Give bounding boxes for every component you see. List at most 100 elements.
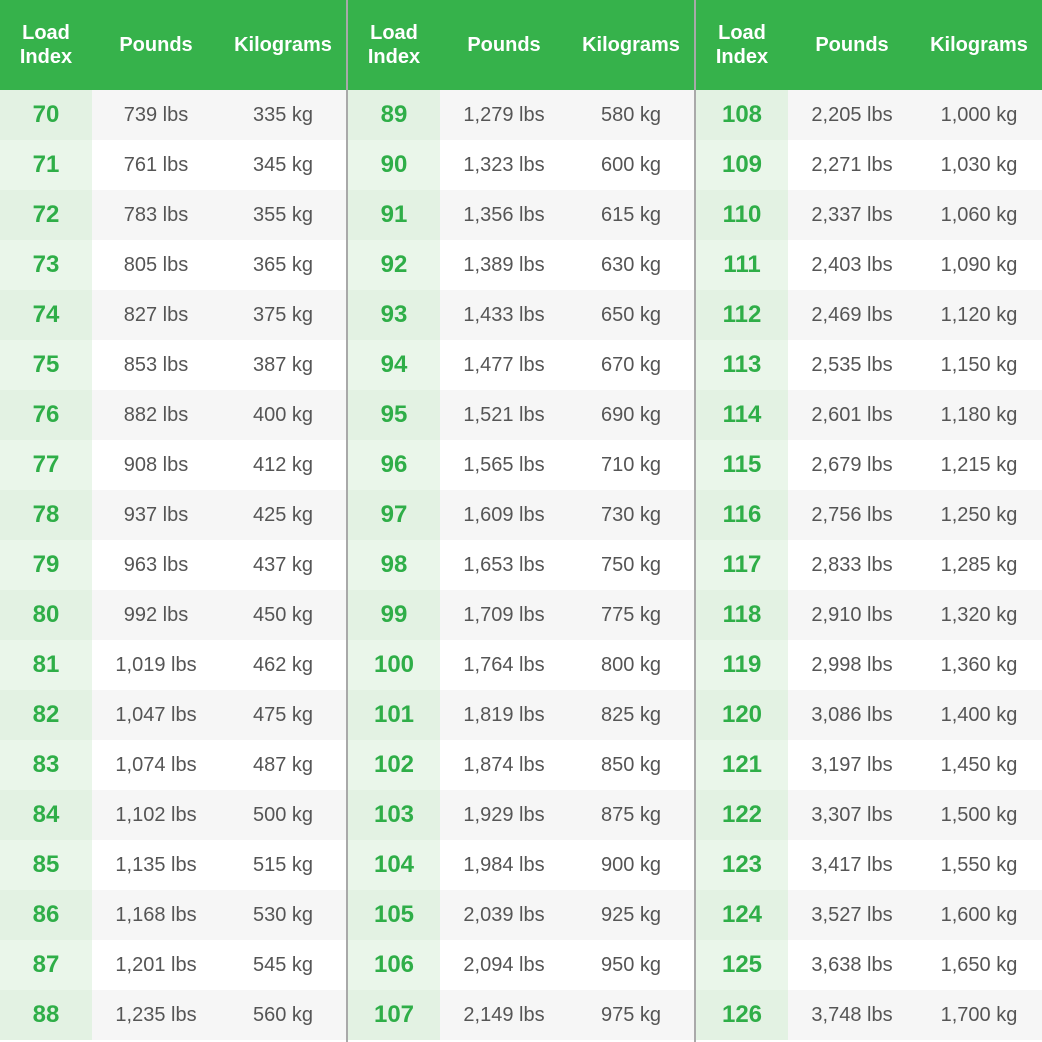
- kilograms: 425 kg: [252, 503, 314, 526]
- kilograms: 1,320 kg: [940, 603, 1018, 626]
- pounds: 1,653 lbs: [463, 553, 545, 576]
- table-row: 80 992 lbs 450 kg: [0, 590, 346, 640]
- kilograms: 560 kg: [252, 1003, 314, 1026]
- pounds: 1,201 lbs: [115, 953, 197, 976]
- kilograms: 1,285 kg: [940, 553, 1018, 576]
- kilograms: 530 kg: [252, 903, 314, 926]
- load-index: 72: [0, 190, 92, 240]
- kilograms: 475 kg: [252, 703, 314, 726]
- load-index: 91: [348, 190, 440, 240]
- pounds: 3,417 lbs: [811, 853, 893, 876]
- pounds: 827 lbs: [123, 303, 189, 326]
- load-index: 75: [0, 340, 92, 390]
- header-cell: Pounds: [788, 0, 916, 90]
- load-index: 94: [348, 340, 440, 390]
- kilograms: 615 kg: [600, 203, 662, 226]
- kilograms: 710 kg: [600, 453, 662, 476]
- load-index: 109: [696, 140, 788, 190]
- table-row: 74 827 lbs 375 kg: [0, 290, 346, 340]
- load-index: 93: [348, 290, 440, 340]
- load-index: 126: [696, 990, 788, 1040]
- kilograms: 690 kg: [600, 403, 662, 426]
- load-index: 120: [696, 690, 788, 740]
- table-row: 121 3,197 lbs 1,450 kg: [696, 740, 1042, 790]
- table-row: 96 1,565 lbs 710 kg: [348, 440, 694, 490]
- header-text: Load Index: [367, 22, 421, 68]
- pounds: 1,929 lbs: [463, 803, 545, 826]
- pounds: 882 lbs: [123, 403, 189, 426]
- kilograms: 1,000 kg: [940, 103, 1018, 126]
- table-row: 110 2,337 lbs 1,060 kg: [696, 190, 1042, 240]
- load-index: 104: [348, 840, 440, 890]
- load-index: 74: [0, 290, 92, 340]
- pounds: 3,307 lbs: [811, 803, 893, 826]
- header-text: Pounds: [119, 34, 193, 56]
- load-index: 112: [696, 290, 788, 340]
- pounds: 1,874 lbs: [463, 753, 545, 776]
- table-row: 124 3,527 lbs 1,600 kg: [696, 890, 1042, 940]
- load-index: 119: [696, 640, 788, 690]
- load-index: 102: [348, 740, 440, 790]
- pounds: 2,535 lbs: [811, 353, 893, 376]
- table-row: 88 1,235 lbs 560 kg: [0, 990, 346, 1040]
- load-index: 77: [0, 440, 92, 490]
- kilograms: 487 kg: [252, 753, 314, 776]
- header-cell: Load Index: [348, 0, 440, 90]
- pounds: 2,149 lbs: [463, 1003, 545, 1026]
- pounds: 2,469 lbs: [811, 303, 893, 326]
- header-row: Load Index Pounds Kilograms: [696, 0, 1042, 90]
- load-index: 121: [696, 740, 788, 790]
- table-row: 73 805 lbs 365 kg: [0, 240, 346, 290]
- table-panel: Load Index Pounds Kilograms 108 2,205 lbs 1,0…: [694, 0, 1042, 1042]
- pounds: 1,389 lbs: [463, 253, 545, 276]
- load-index: 76: [0, 390, 92, 440]
- kilograms: 825 kg: [600, 703, 662, 726]
- load-index: 118: [696, 590, 788, 640]
- kilograms: 1,150 kg: [940, 353, 1018, 376]
- kilograms: 1,360 kg: [940, 653, 1018, 676]
- load-index: 80: [0, 590, 92, 640]
- table-row: 99 1,709 lbs 775 kg: [348, 590, 694, 640]
- header-text: Load Index: [715, 22, 769, 68]
- table-row: 120 3,086 lbs 1,400 kg: [696, 690, 1042, 740]
- kilograms: 412 kg: [252, 453, 314, 476]
- table-row: 123 3,417 lbs 1,550 kg: [696, 840, 1042, 890]
- load-index: 83: [0, 740, 92, 790]
- table-row: 114 2,601 lbs 1,180 kg: [696, 390, 1042, 440]
- pounds: 1,074 lbs: [115, 753, 197, 776]
- load-index: 86: [0, 890, 92, 940]
- pounds: 1,235 lbs: [115, 1003, 197, 1026]
- header-text: Pounds: [815, 34, 889, 56]
- kilograms: 1,650 kg: [940, 953, 1018, 976]
- pounds: 1,279 lbs: [463, 103, 545, 126]
- header-cell: Kilograms: [568, 0, 694, 90]
- load-index: 125: [696, 940, 788, 990]
- table-row: 85 1,135 lbs 515 kg: [0, 840, 346, 890]
- table-row: 93 1,433 lbs 650 kg: [348, 290, 694, 340]
- table-row: 103 1,929 lbs 875 kg: [348, 790, 694, 840]
- pounds: 1,609 lbs: [463, 503, 545, 526]
- pounds: 1,764 lbs: [463, 653, 545, 676]
- kilograms: 1,215 kg: [940, 453, 1018, 476]
- pounds: 2,910 lbs: [811, 603, 893, 626]
- table-row: 84 1,102 lbs 500 kg: [0, 790, 346, 840]
- table-row: 70 739 lbs 335 kg: [0, 90, 346, 140]
- kilograms: 975 kg: [600, 1003, 662, 1026]
- kilograms: 345 kg: [252, 153, 314, 176]
- pounds: 2,094 lbs: [463, 953, 545, 976]
- kilograms: 580 kg: [600, 103, 662, 126]
- table-row: 119 2,998 lbs 1,360 kg: [696, 640, 1042, 690]
- kilograms: 1,700 kg: [940, 1003, 1018, 1026]
- pounds: 1,356 lbs: [463, 203, 545, 226]
- table-panel: Load Index Pounds Kilograms 89 1,279 lbs 580 …: [346, 0, 694, 1042]
- pounds: 1,477 lbs: [463, 353, 545, 376]
- table-row: 115 2,679 lbs 1,215 kg: [696, 440, 1042, 490]
- pounds: 2,205 lbs: [811, 103, 893, 126]
- load-index: 98: [348, 540, 440, 590]
- kilograms: 1,550 kg: [940, 853, 1018, 876]
- header-row: Load Index Pounds Kilograms: [0, 0, 346, 90]
- load-index: 92: [348, 240, 440, 290]
- load-index: 82: [0, 690, 92, 740]
- load-index: 116: [696, 490, 788, 540]
- load-index: 115: [696, 440, 788, 490]
